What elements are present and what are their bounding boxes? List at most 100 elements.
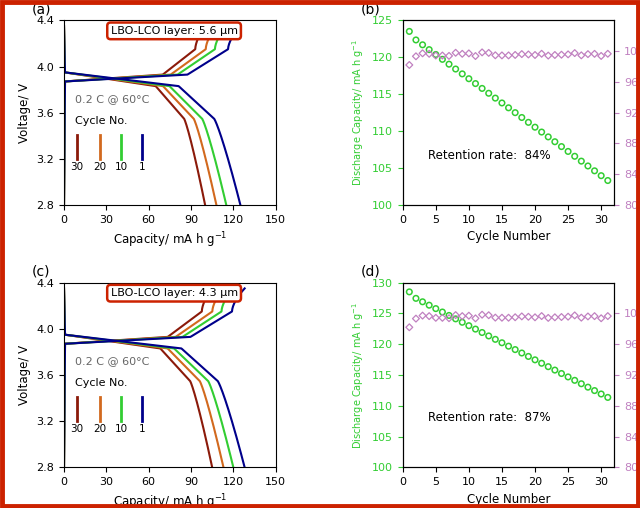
Text: (d): (d) bbox=[360, 265, 380, 279]
Point bbox=[444, 52, 454, 60]
Point bbox=[603, 50, 613, 58]
Point bbox=[477, 329, 487, 337]
Point bbox=[589, 387, 600, 395]
Point bbox=[516, 349, 527, 357]
Point bbox=[563, 147, 573, 155]
Point bbox=[543, 133, 554, 141]
Point bbox=[424, 301, 435, 309]
Point bbox=[530, 356, 540, 364]
Text: 0.2 C @ 60°C: 0.2 C @ 60°C bbox=[75, 356, 149, 366]
Point bbox=[444, 311, 454, 320]
Point bbox=[437, 51, 447, 59]
Point bbox=[457, 50, 467, 58]
Point bbox=[589, 50, 600, 58]
Point bbox=[470, 314, 481, 323]
Point bbox=[536, 50, 547, 58]
Y-axis label: Discharge Capacity/ mA h g$^{-1}$: Discharge Capacity/ mA h g$^{-1}$ bbox=[351, 301, 366, 449]
X-axis label: Capacity/ mA h g$^{-1}$: Capacity/ mA h g$^{-1}$ bbox=[113, 230, 227, 250]
Point bbox=[603, 312, 613, 320]
Point bbox=[411, 36, 421, 44]
Point bbox=[510, 109, 520, 117]
Point bbox=[404, 323, 415, 331]
Point bbox=[490, 94, 500, 102]
Point bbox=[570, 311, 580, 320]
Point bbox=[576, 157, 586, 165]
Point bbox=[497, 339, 507, 347]
Point bbox=[583, 50, 593, 58]
Point bbox=[524, 118, 534, 126]
Point bbox=[556, 313, 566, 321]
Point bbox=[457, 318, 467, 326]
Point bbox=[490, 313, 500, 322]
Point bbox=[490, 335, 500, 343]
Point bbox=[431, 51, 441, 59]
Point bbox=[563, 50, 573, 58]
Point bbox=[470, 52, 481, 60]
X-axis label: Capacity/ mA h g$^{-1}$: Capacity/ mA h g$^{-1}$ bbox=[113, 493, 227, 508]
Text: Retention rate:  87%: Retention rate: 87% bbox=[428, 411, 551, 424]
Point bbox=[570, 152, 580, 161]
Point bbox=[536, 312, 547, 320]
Point bbox=[603, 393, 613, 401]
Point bbox=[470, 80, 481, 88]
Text: 30: 30 bbox=[70, 162, 83, 172]
Point bbox=[484, 49, 494, 57]
Point bbox=[417, 298, 428, 306]
Text: Retention rate:  84%: Retention rate: 84% bbox=[428, 149, 551, 162]
Point bbox=[444, 314, 454, 322]
Point bbox=[451, 49, 461, 57]
Point bbox=[583, 162, 593, 170]
Point bbox=[530, 51, 540, 59]
Point bbox=[424, 50, 435, 58]
Point bbox=[596, 390, 606, 398]
Point bbox=[550, 138, 560, 146]
Point bbox=[516, 113, 527, 121]
Text: 1: 1 bbox=[139, 424, 146, 434]
Text: 20: 20 bbox=[93, 162, 106, 172]
Text: Cycle No.: Cycle No. bbox=[75, 116, 127, 126]
Text: LBO-LCO layer: 4.3 μm: LBO-LCO layer: 4.3 μm bbox=[111, 288, 237, 298]
Text: Cycle No.: Cycle No. bbox=[75, 378, 127, 388]
Point bbox=[490, 51, 500, 59]
Point bbox=[431, 304, 441, 312]
Y-axis label: Voltage/ V: Voltage/ V bbox=[18, 83, 31, 143]
Point bbox=[404, 288, 415, 296]
Point bbox=[563, 312, 573, 321]
Point bbox=[451, 315, 461, 323]
Point bbox=[484, 89, 494, 98]
Point bbox=[536, 359, 547, 367]
Point bbox=[589, 167, 600, 175]
Point bbox=[431, 50, 441, 58]
Point bbox=[417, 41, 428, 49]
X-axis label: Cycle Number: Cycle Number bbox=[467, 493, 550, 505]
Point bbox=[451, 311, 461, 319]
Point bbox=[504, 342, 514, 350]
Point bbox=[516, 312, 527, 321]
Text: 10: 10 bbox=[115, 162, 128, 172]
Point bbox=[556, 369, 566, 377]
Point bbox=[437, 314, 447, 322]
Point bbox=[470, 325, 481, 333]
Point bbox=[464, 322, 474, 330]
Point bbox=[451, 65, 461, 73]
Point bbox=[603, 176, 613, 184]
Point bbox=[437, 55, 447, 64]
Text: 1: 1 bbox=[139, 162, 146, 172]
Point bbox=[477, 310, 487, 319]
Point bbox=[550, 313, 560, 322]
Point bbox=[550, 51, 560, 59]
Y-axis label: Discharge Capacity/ mA h g$^{-1}$: Discharge Capacity/ mA h g$^{-1}$ bbox=[351, 39, 366, 186]
Text: 20: 20 bbox=[93, 424, 106, 434]
Point bbox=[497, 99, 507, 107]
Point bbox=[576, 51, 586, 59]
Text: 30: 30 bbox=[70, 424, 83, 434]
Point bbox=[543, 363, 554, 371]
Point bbox=[431, 314, 441, 322]
Point bbox=[411, 52, 421, 60]
Text: (a): (a) bbox=[32, 3, 52, 17]
Point bbox=[504, 51, 514, 59]
Point bbox=[457, 70, 467, 78]
Point bbox=[510, 51, 520, 59]
Point bbox=[524, 313, 534, 321]
Point bbox=[530, 313, 540, 322]
